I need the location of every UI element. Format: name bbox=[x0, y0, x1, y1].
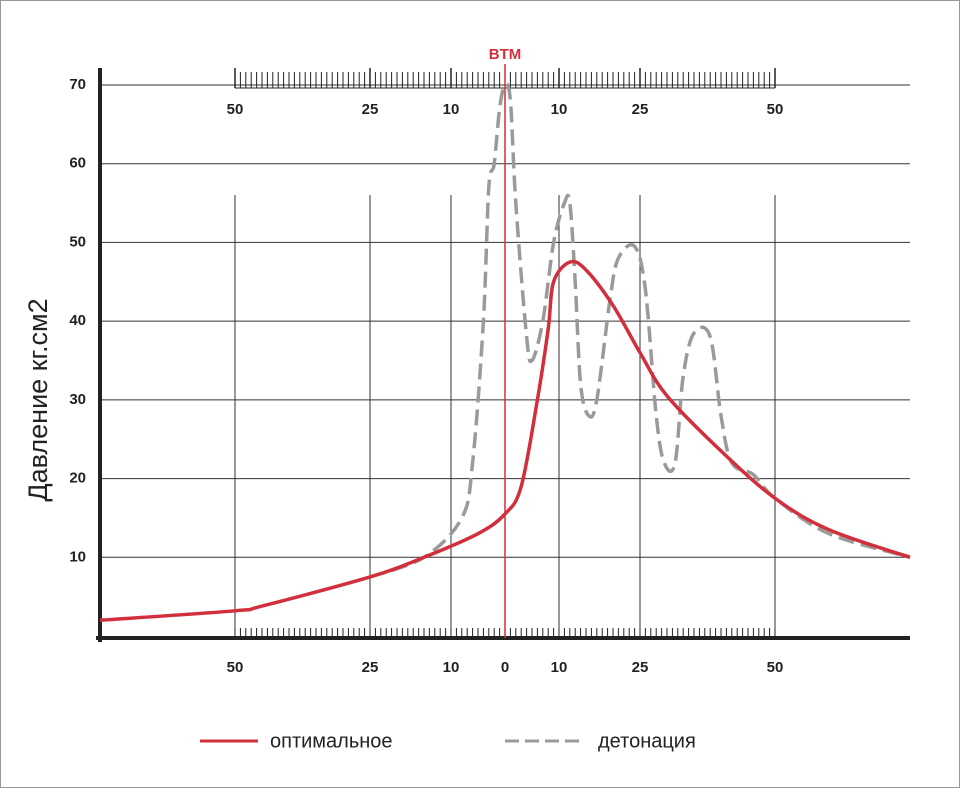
x-tick-label: 25 bbox=[632, 659, 649, 676]
x-tick-label: 25 bbox=[362, 659, 379, 676]
y-tick-label: 60 bbox=[69, 155, 86, 172]
x-tick-label: 50 bbox=[227, 659, 244, 676]
y-tick-label: 40 bbox=[69, 312, 86, 329]
x-tick-label: 10 bbox=[551, 659, 568, 676]
top-tick-label: 10 bbox=[443, 101, 460, 118]
x-tick-label: 10 bbox=[443, 659, 460, 676]
legend-label: детонация bbox=[598, 730, 696, 752]
x-tick-label: 50 bbox=[767, 659, 784, 676]
top-tick-label: 25 bbox=[362, 101, 379, 118]
y-tick-label: 20 bbox=[69, 470, 86, 487]
y-axis-label: Давление кг.см2 bbox=[23, 298, 53, 501]
top-tick-label: 25 bbox=[632, 101, 649, 118]
legend-label: оптимальное bbox=[270, 730, 393, 752]
x-tick-label: 0 bbox=[501, 659, 509, 676]
y-tick-label: 30 bbox=[69, 391, 86, 408]
y-tick-label: 50 bbox=[69, 233, 86, 250]
btm-label: BTM bbox=[489, 46, 522, 63]
y-tick-label: 10 bbox=[69, 548, 86, 565]
top-tick-label: 50 bbox=[767, 101, 784, 118]
y-tick-label: 70 bbox=[69, 76, 86, 93]
series-line bbox=[369, 82, 911, 579]
top-tick-label: 10 bbox=[551, 101, 568, 118]
top-tick-label: 50 bbox=[227, 101, 244, 118]
series-line bbox=[99, 259, 911, 623]
